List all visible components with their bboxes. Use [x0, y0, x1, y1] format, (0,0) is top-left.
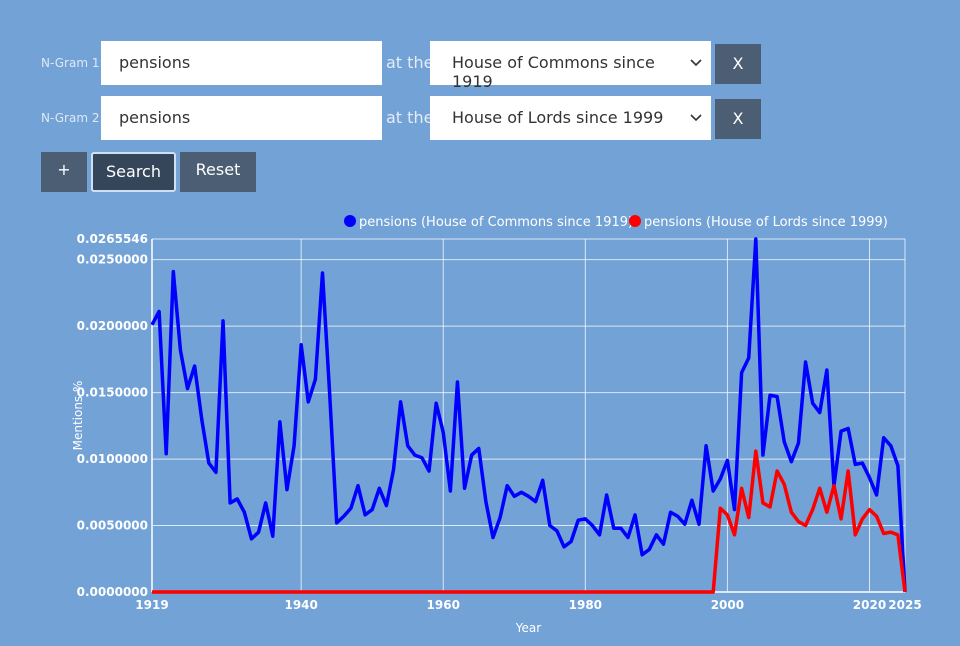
corpus-select[interactable]: House of Lords since 1999: [430, 96, 711, 140]
y-tick-label: 0.0250000: [77, 253, 148, 267]
chevron: [690, 114, 702, 122]
x-tick-label: 1940: [284, 598, 317, 612]
y-tick-label: 0.0150000: [77, 386, 148, 400]
legend-label: pensions (House of Commons since 1919): [359, 215, 633, 230]
legend-marker: [344, 215, 356, 227]
y-tick-label: 0.0050000: [77, 519, 148, 533]
x-tick-label: 1919: [135, 598, 168, 612]
x-tick-label: 2020: [853, 598, 886, 612]
form-button[interactable]: Reset: [180, 152, 256, 192]
x-tick-label: 2025: [888, 598, 921, 612]
connector: at the: [386, 53, 434, 72]
x-axis-title: Year: [515, 621, 541, 635]
corpus-select[interactable]: House of Commons since 1919: [430, 41, 711, 91]
form-button[interactable]: +: [41, 152, 87, 192]
series-line: [150, 237, 907, 593]
y-tick-label: 0.0200000: [77, 319, 148, 333]
y-tick-label: 0.0265546: [77, 232, 148, 246]
query-input[interactable]: pensions: [101, 96, 382, 140]
chevron: [690, 59, 702, 67]
chart: 0.0000000 0.0050000 0.0100000 0.0150000 0.02…: [71, 215, 922, 635]
y-tick-label: 0.0100000: [77, 452, 148, 466]
remove-button[interactable]: X: [715, 44, 761, 84]
y-tick-label: 0.0000000: [77, 585, 148, 599]
row-label: N-Gram 2:: [41, 111, 104, 125]
remove-button[interactable]: X: [715, 99, 761, 139]
legend-marker: [629, 215, 641, 227]
legend-label: pensions (House of Lords since 1999): [644, 215, 888, 230]
x-tick-label: 1980: [569, 598, 602, 612]
x-tick-label: 2000: [711, 598, 744, 612]
query-input[interactable]: pensions: [101, 41, 382, 85]
series-line: [152, 449, 907, 594]
y-axis-title: Mentions %: [71, 381, 85, 451]
connector: at the: [386, 108, 434, 127]
row-label: N-Gram 1:: [41, 56, 104, 70]
x-tick-label: 1960: [427, 598, 460, 612]
form-button[interactable]: Search: [91, 152, 176, 192]
